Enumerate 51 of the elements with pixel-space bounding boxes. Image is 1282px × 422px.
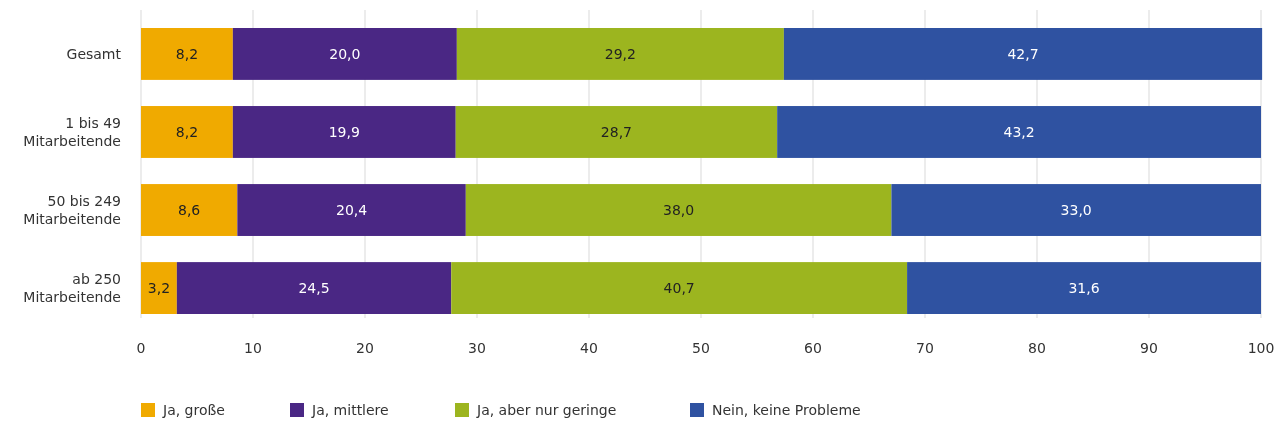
bar <box>141 106 233 158</box>
data-label: 40,7 <box>663 279 695 296</box>
x-tick-label: 30 <box>468 339 486 356</box>
y-tick-label: ab 250 Mitarbeitende <box>23 270 121 305</box>
legend-label: Ja, große <box>162 401 225 418</box>
x-tick-label: 70 <box>916 339 934 356</box>
bar <box>232 28 457 80</box>
bar <box>141 184 238 236</box>
x-tick-label: 60 <box>804 339 822 356</box>
data-label: 28,7 <box>600 123 633 140</box>
x-tick-label: 10 <box>244 339 262 356</box>
y-tick-label: Gesamt <box>66 45 122 62</box>
legend-label: Nein, keine Probleme <box>712 401 861 418</box>
legend-label: Ja, mittlere <box>311 401 389 418</box>
bar <box>237 184 466 236</box>
bar <box>141 28 233 80</box>
y-tick-label: 1 bis 49 Mitarbeitende <box>23 114 121 149</box>
bar <box>456 28 784 80</box>
data-label: 8,2 <box>175 45 199 62</box>
data-label: 3,2 <box>147 279 171 296</box>
x-tick-label: 0 <box>136 339 146 356</box>
bar <box>451 262 908 314</box>
data-label: 42,7 <box>1007 45 1039 62</box>
data-label: 20,0 <box>329 45 361 62</box>
x-tick-label: 100 <box>1247 339 1275 356</box>
bar <box>232 106 456 158</box>
data-label: 8,6 <box>178 201 201 218</box>
data-label: 19,9 <box>328 123 360 140</box>
data-label: 38,0 <box>663 201 695 218</box>
data-label: 24,5 <box>298 279 330 296</box>
data-label: 29,2 <box>604 45 636 62</box>
bar <box>777 106 1261 158</box>
bar <box>141 262 177 314</box>
bar <box>176 262 452 314</box>
data-label: 33,0 <box>1060 201 1092 218</box>
x-tick-label: 20 <box>356 339 374 356</box>
bar <box>465 184 892 236</box>
data-label: 43,2 <box>1003 123 1035 140</box>
x-tick-label: 40 <box>580 339 598 356</box>
data-label: 8,2 <box>175 123 199 140</box>
x-tick-label: 80 <box>1028 339 1046 356</box>
data-label: 31,6 <box>1068 279 1100 296</box>
legend-label: Ja, aber nur geringe <box>476 401 617 418</box>
bar <box>455 106 778 158</box>
y-tick-label: 50 bis 249 Mitarbeitende <box>23 192 121 227</box>
bar <box>891 184 1261 236</box>
data-label: 20,4 <box>335 201 368 218</box>
bar <box>783 28 1263 80</box>
x-tick-label: 50 <box>692 339 710 356</box>
x-tick-label: 90 <box>1140 339 1158 356</box>
bar <box>907 262 1261 314</box>
